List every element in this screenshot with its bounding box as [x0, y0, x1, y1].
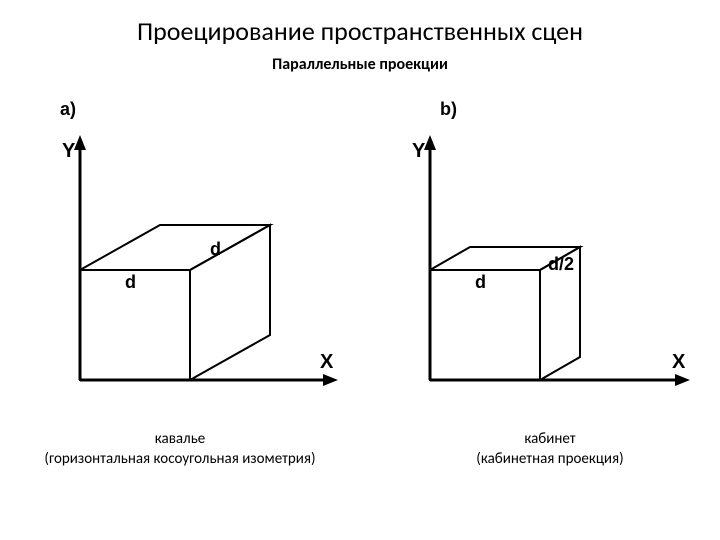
figure-b-y-label: Y [412, 140, 426, 162]
figure-b: b) Y X [412, 99, 690, 386]
caption-a-line2: (горизонтальная косоугольная изометрия) [44, 450, 315, 468]
figure-b-d-front: d [475, 272, 486, 292]
figure-area: a) Y X [0, 90, 720, 410]
figure-a-y-label: Y [62, 140, 76, 162]
diagrams-svg: a) Y X [0, 90, 720, 410]
caption-b: кабинет (кабинетная проекция) [400, 430, 700, 469]
figure-a-d-top: d [210, 239, 221, 259]
figure-a: a) Y X [60, 99, 338, 386]
figure-a-label: a) [60, 99, 76, 119]
caption-b-line1: кабинет [524, 430, 575, 448]
figure-b-y-arrow [424, 135, 436, 150]
figure-b-d-half: d/2 [548, 254, 574, 274]
figure-a-d-front: d [125, 272, 136, 292]
figure-b-x-arrow [675, 374, 690, 386]
figure-a-cube [80, 225, 270, 380]
caption-b-line2: (кабинетная проекция) [476, 450, 623, 468]
caption-a-line1: кавалье [155, 430, 205, 448]
figure-a-x-label: X [320, 351, 334, 373]
caption-a: кавалье (горизонтальная косоугольная изо… [0, 430, 360, 469]
figure-a-y-arrow [74, 135, 86, 150]
page-subtitle: Параллельные проекции [0, 55, 720, 74]
figure-a-x-arrow [323, 374, 338, 386]
figure-b-label: b) [440, 99, 457, 119]
slide: Проецирование пространственных сцен Пара… [0, 0, 720, 540]
page-title: Проецирование пространственных сцен [0, 15, 720, 47]
figure-b-x-label: X [672, 351, 686, 373]
